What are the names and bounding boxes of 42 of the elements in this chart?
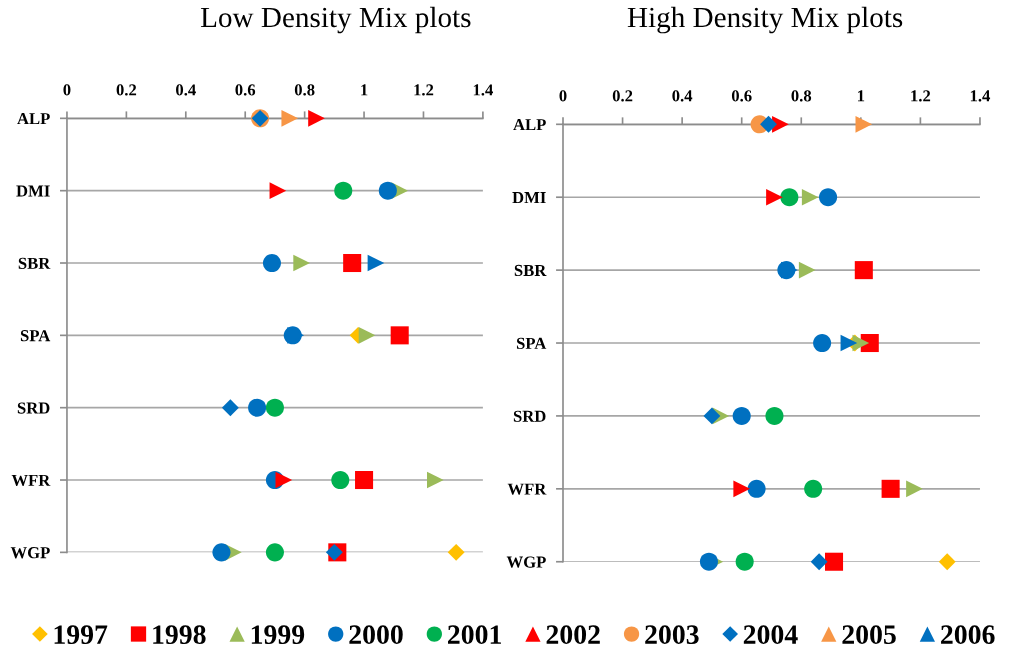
y-tick-label: ALP <box>513 119 546 131</box>
x-tick-label: 0.2 <box>116 84 137 96</box>
legend-label: 1999 <box>251 625 305 645</box>
y-tick-label: SRD <box>17 402 50 414</box>
x-tick-label: 0.2 <box>612 90 633 102</box>
x-tick-label: 1.4 <box>970 90 991 102</box>
legend-label: 2006 <box>941 625 995 645</box>
legend-label: 2004 <box>743 625 798 645</box>
chart-title: Low Density Mix plots <box>200 6 471 34</box>
x-tick-label: 1 <box>858 90 865 102</box>
legend-label: 2003 <box>645 625 699 645</box>
x-tick-label: 0.6 <box>235 84 256 96</box>
y-tick-label: SPA <box>20 330 51 342</box>
y-tick-label: WFR <box>507 483 547 495</box>
x-tick-label: 1 <box>361 84 368 96</box>
y-tick-label: SPA <box>516 337 547 349</box>
legend-label: 2001 <box>448 625 501 645</box>
chart-title: High Density Mix plots <box>627 6 903 34</box>
legend-label: 2002 <box>546 625 600 645</box>
legend-label: 2005 <box>842 625 896 645</box>
x-tick-label: 0.4 <box>672 90 693 102</box>
legend-label: 1998 <box>153 625 206 645</box>
y-tick-label: SRD <box>513 410 546 422</box>
x-tick-label: 0 <box>559 90 567 102</box>
x-tick-label: 0.6 <box>731 90 752 102</box>
x-tick-label: 1.2 <box>911 90 931 102</box>
y-tick-label: SBR <box>18 257 51 269</box>
y-tick-label: ALP <box>17 113 50 125</box>
y-tick-label: SBR <box>514 264 547 277</box>
y-tick-label: WGP <box>506 556 546 568</box>
y-tick-label: WGP <box>10 547 50 559</box>
x-tick-label: 0.4 <box>176 84 196 96</box>
x-tick-label: 0 <box>63 84 71 96</box>
y-tick-label: DMI <box>16 185 50 197</box>
x-tick-label: 1.4 <box>473 84 493 96</box>
x-tick-label: 0.8 <box>294 84 315 96</box>
legend-label: 1997 <box>54 625 108 645</box>
legend-label: 2000 <box>349 625 403 645</box>
x-tick-label: 1.2 <box>414 84 434 96</box>
y-tick-label: WFR <box>11 474 51 487</box>
x-tick-label: 0.8 <box>791 90 812 102</box>
y-tick-label: DMI <box>512 192 546 204</box>
